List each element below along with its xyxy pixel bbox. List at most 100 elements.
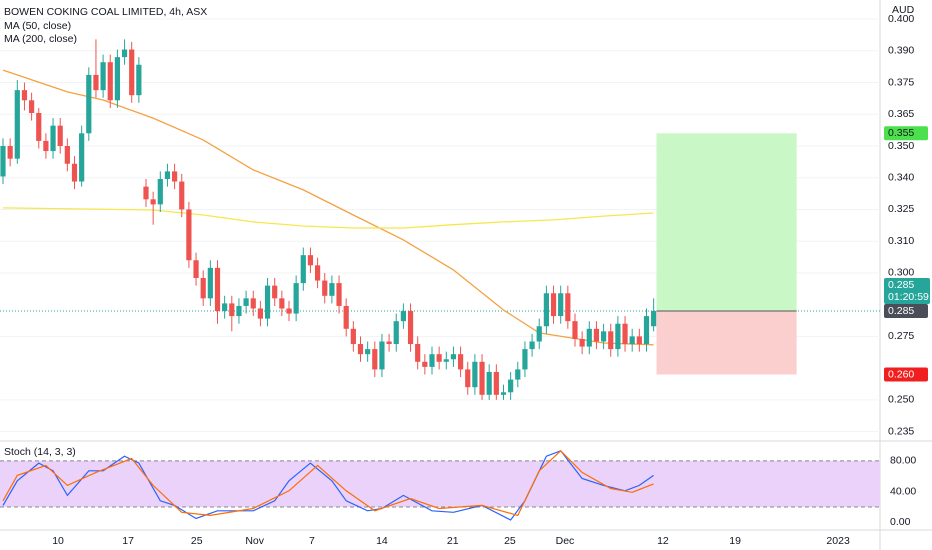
candle-body [450, 354, 457, 360]
candle-body [379, 341, 385, 370]
candle-body [550, 293, 557, 317]
legend-entry: MA (50, close) [4, 20, 71, 32]
candle-body [479, 361, 485, 395]
y-tick-label: 0.300 [888, 267, 914, 279]
candle-body [536, 326, 542, 342]
candle-body [622, 323, 628, 345]
candle-body [200, 278, 206, 299]
candle-body [529, 341, 535, 350]
x-tick-label: 25 [191, 535, 203, 547]
candle-body [636, 336, 642, 345]
candle-body [400, 311, 406, 322]
candle-body [365, 349, 371, 355]
countdown-label: 01:20:59 [888, 291, 929, 303]
candle-body [415, 344, 421, 362]
y-tick-label: 0.310 [888, 235, 914, 247]
candle-body [243, 298, 249, 306]
candle-body [515, 369, 521, 380]
candle-body [21, 90, 28, 101]
candle-body [386, 341, 392, 345]
candle-body [486, 371, 492, 395]
candle-body [100, 62, 106, 91]
candle-body [608, 331, 614, 350]
entry-tag-label: 0.285 [888, 305, 914, 317]
y-tick-label: 0.390 [888, 45, 914, 57]
candle-body [257, 308, 263, 319]
candle-body [372, 349, 378, 370]
y-tick-label: 0.275 [888, 330, 914, 342]
candle-body [593, 328, 600, 342]
stoch-line [2, 449, 654, 517]
candle-body [14, 90, 20, 159]
stoch-line [2, 450, 654, 521]
candle-body [429, 354, 435, 367]
moving-average [2, 69, 654, 346]
candle-body [558, 293, 564, 317]
x-tick-label: 17 [122, 535, 134, 547]
entry-tag [884, 304, 928, 319]
candle-body [143, 186, 149, 200]
candle-body [214, 267, 221, 312]
x-tick-label: 21 [447, 535, 459, 547]
candle-body [150, 199, 156, 205]
candle-body [586, 328, 592, 347]
candle-body [136, 64, 142, 96]
candle-body [129, 49, 135, 96]
candle-body [164, 171, 171, 179]
last-price-tag [884, 278, 930, 305]
candle-body [43, 140, 49, 152]
candle-body [29, 100, 35, 113]
x-tick-label: 14 [376, 535, 388, 547]
candle-body [329, 283, 335, 296]
candle-body [222, 303, 228, 312]
candle-body [229, 303, 235, 317]
x-tick-label: 10 [52, 535, 64, 547]
candle-body [93, 74, 99, 91]
target-tag-label: 0.355 [888, 127, 914, 139]
pane-title: Stoch (14, 3, 3) [4, 446, 76, 458]
candle-body [572, 321, 578, 339]
candle-body [322, 280, 328, 296]
y-tick-label: 0.365 [888, 108, 914, 120]
profit-zone [656, 133, 797, 312]
stop-tag [884, 367, 928, 382]
candle-body [457, 354, 464, 370]
candle-body [579, 338, 585, 347]
y-tick-label: 80.00 [890, 455, 916, 467]
candle-body [50, 125, 56, 152]
stop-tag-label: 0.260 [888, 368, 914, 380]
candle-body [336, 283, 342, 306]
candle-body [522, 349, 528, 370]
y-tick-label: 0.400 [888, 13, 914, 25]
candle-body [107, 62, 113, 101]
loss-zone [656, 311, 797, 375]
candle-body [179, 181, 185, 210]
x-tick-label: 12 [657, 535, 669, 547]
candle-body [293, 283, 299, 314]
y-tick-label: 0.250 [888, 394, 914, 406]
x-tick-label: 19 [729, 535, 741, 547]
y-tick-label: 0.340 [888, 172, 914, 184]
candle-body [250, 298, 256, 309]
candle-body [629, 336, 635, 345]
y-tick-label: 0.235 [888, 425, 914, 437]
candle-body [357, 344, 364, 355]
candle-body [186, 209, 192, 261]
x-tick-label: 2023 [826, 535, 850, 547]
candle-body [407, 311, 414, 345]
candle-body [171, 171, 178, 182]
candle-body [300, 255, 306, 284]
x-tick-label: Dec [556, 535, 575, 547]
candle-body [64, 145, 70, 164]
x-tick-label: Nov [245, 535, 264, 547]
candle-body [0, 145, 6, 177]
y-tick-label: 0.00 [890, 516, 911, 528]
candle-body [193, 260, 199, 279]
candle-body [114, 57, 121, 101]
candle-body [71, 163, 78, 182]
candle-body [643, 316, 650, 345]
candle-body [307, 255, 314, 266]
candle-body [36, 112, 42, 141]
candle-body [600, 331, 607, 342]
